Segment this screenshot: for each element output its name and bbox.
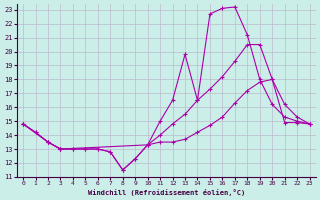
X-axis label: Windchill (Refroidissement éolien,°C): Windchill (Refroidissement éolien,°C): [88, 189, 245, 196]
